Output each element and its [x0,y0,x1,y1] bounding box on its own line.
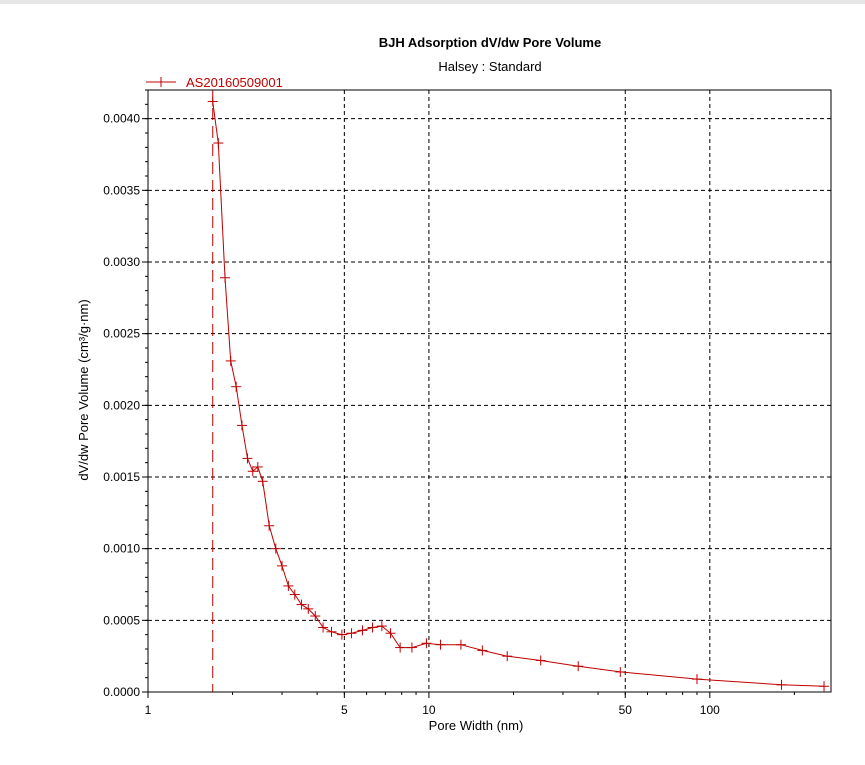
data-point-marker [252,461,263,472]
data-point-marker [303,603,314,614]
data-point-marker [819,681,830,692]
data-point-marker [220,272,231,283]
x-tick-label: 50 [619,703,633,717]
x-axis-ticks: 1 5 10 50 100 [145,692,795,717]
data-point-marker [615,666,626,677]
data-point-marker [357,625,368,636]
y-tick-label: 0.0030 [103,255,140,269]
data-point-marker [264,520,275,531]
data-point-marker [207,96,218,107]
data-point-marker [242,453,253,464]
x-axis-label: Pore Width (nm) [429,718,524,733]
y-tick-label: 0.0000 [103,685,140,699]
series-line [212,101,825,687]
legend: AS20160509001 [146,75,283,90]
window-top-strip [0,0,865,4]
data-point-marker [236,420,247,431]
grid-lines [148,90,831,692]
data-point-marker [435,639,446,650]
data-point-marker [406,642,417,653]
data-point-marker [231,381,242,392]
data-point-marker [257,476,268,487]
data-point-marker [336,629,347,640]
x-tick-label: 1 [145,703,152,717]
x-tick-label: 5 [341,703,348,717]
series-layer [207,96,830,692]
legend-label: AS20160509001 [186,75,283,90]
data-point-marker [455,639,466,650]
data-point-marker [310,611,321,622]
data-point-marker [225,355,236,366]
data-point-marker [289,589,300,600]
data-point-marker [270,543,281,554]
y-tick-label: 0.0010 [103,542,140,556]
y-tick-label: 0.0005 [103,613,140,627]
y-tick-label: 0.0040 [103,112,140,126]
y-tick-label: 0.0020 [103,398,140,412]
data-point-marker [318,622,329,633]
x-tick-label: 10 [422,703,436,717]
x-tick-label: 100 [700,703,720,717]
y-tick-label: 0.0035 [103,183,140,197]
data-point-marker [535,655,546,666]
y-axis-ticks: 0.0000 0.0005 0.0010 0.0015 0.0020 0.0025 0.00… [103,89,148,699]
data-point-marker [277,560,288,571]
y-axis-label: dV/dw Pore Volume (cm³/g·nm) [76,299,91,480]
data-point-marker [367,622,378,633]
data-point-marker [247,466,258,477]
data-point-marker [477,645,488,656]
chart-subtitle: Halsey : Standard [438,59,541,74]
data-point-marker [346,628,357,639]
data-point-marker [573,661,584,672]
data-point-marker [283,580,294,591]
y-tick-label: 0.0015 [103,470,140,484]
data-point-marker [395,642,406,653]
data-point-marker [776,679,787,690]
data-point-marker [691,674,702,685]
plot-area-frame [147,89,832,693]
data-point-marker [376,621,387,632]
data-point-marker [502,651,513,662]
data-point-marker [296,599,307,610]
data-point-marker [326,626,337,637]
y-tick-label: 0.0025 [103,327,140,341]
data-point-marker [213,138,224,149]
data-point-marker [385,628,396,639]
chart-title: BJH Adsorption dV/dw Pore Volume [379,35,601,50]
data-point-marker [421,638,432,649]
